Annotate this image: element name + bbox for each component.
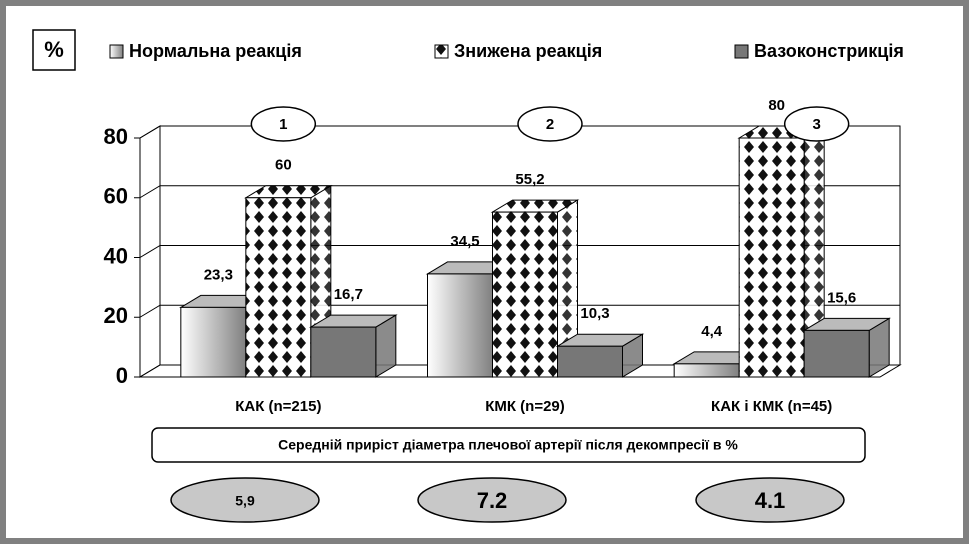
note-box xyxy=(151,427,866,463)
x-tick-label: КМК (n=29) xyxy=(485,398,565,415)
bar xyxy=(555,333,645,378)
bar-front xyxy=(427,273,493,378)
circle-annotation xyxy=(250,106,317,142)
value-label: 80 xyxy=(768,97,785,114)
grid-line xyxy=(139,364,900,378)
legend-label: Нормальна реакція xyxy=(129,41,302,61)
value-label: 60 xyxy=(275,157,292,174)
mean-ellipse xyxy=(170,477,320,523)
value-label: 55,2 xyxy=(515,171,544,188)
bar-front xyxy=(557,345,623,378)
y-axis-label: % xyxy=(44,37,64,62)
legend-swatch xyxy=(734,44,749,59)
bar xyxy=(309,314,398,378)
bar-front xyxy=(245,197,312,378)
legend-label: Знижена реакція xyxy=(454,41,602,61)
x-tick-label: КАК (n=215) xyxy=(235,398,321,415)
bar-front xyxy=(738,137,805,378)
x-tick-label: КАК і КМК (n=45) xyxy=(711,398,832,415)
mean-label: 4.1 xyxy=(755,488,786,513)
mean-label: 5,9 xyxy=(235,493,255,509)
y-tick-label: 0 xyxy=(116,363,128,388)
note-text: Середній приріст діаметра плечової артер… xyxy=(278,437,738,453)
grid-line xyxy=(139,304,900,318)
bar-front xyxy=(180,306,247,378)
value-label: 16,7 xyxy=(334,286,363,303)
bar xyxy=(490,199,580,378)
circle-annotation xyxy=(783,106,850,142)
y-tick-label: 20 xyxy=(104,303,128,328)
grid-line xyxy=(139,125,900,139)
bar-front xyxy=(673,363,740,378)
legend-label: Вазоконстрикція xyxy=(754,41,904,61)
value-label: 15,6 xyxy=(827,289,856,306)
mean-ellipse xyxy=(417,477,567,523)
legend-swatch xyxy=(109,44,124,59)
bar-front xyxy=(492,211,558,378)
bar xyxy=(802,317,891,378)
bar-front xyxy=(803,329,870,378)
mean-label: 7.2 xyxy=(477,488,508,513)
value-label: 4,4 xyxy=(701,323,723,340)
grid-line xyxy=(139,245,900,258)
value-label: 23,3 xyxy=(204,266,233,283)
circle-annotation xyxy=(517,106,583,142)
circle-label: 2 xyxy=(546,116,554,133)
ylabel-box xyxy=(32,29,76,71)
circle-label: 3 xyxy=(812,116,820,133)
grid-line xyxy=(139,185,900,199)
mean-ellipse xyxy=(695,477,845,523)
y-tick-label: 60 xyxy=(104,184,128,209)
legend-swatch xyxy=(434,44,449,59)
value-label: 10,3 xyxy=(580,305,609,322)
value-label: 34,5 xyxy=(450,233,479,250)
y-tick-label: 80 xyxy=(104,124,128,149)
circle-label: 1 xyxy=(279,116,287,133)
bar xyxy=(737,125,826,378)
y-tick-label: 40 xyxy=(104,243,128,268)
bar-front xyxy=(310,326,377,378)
